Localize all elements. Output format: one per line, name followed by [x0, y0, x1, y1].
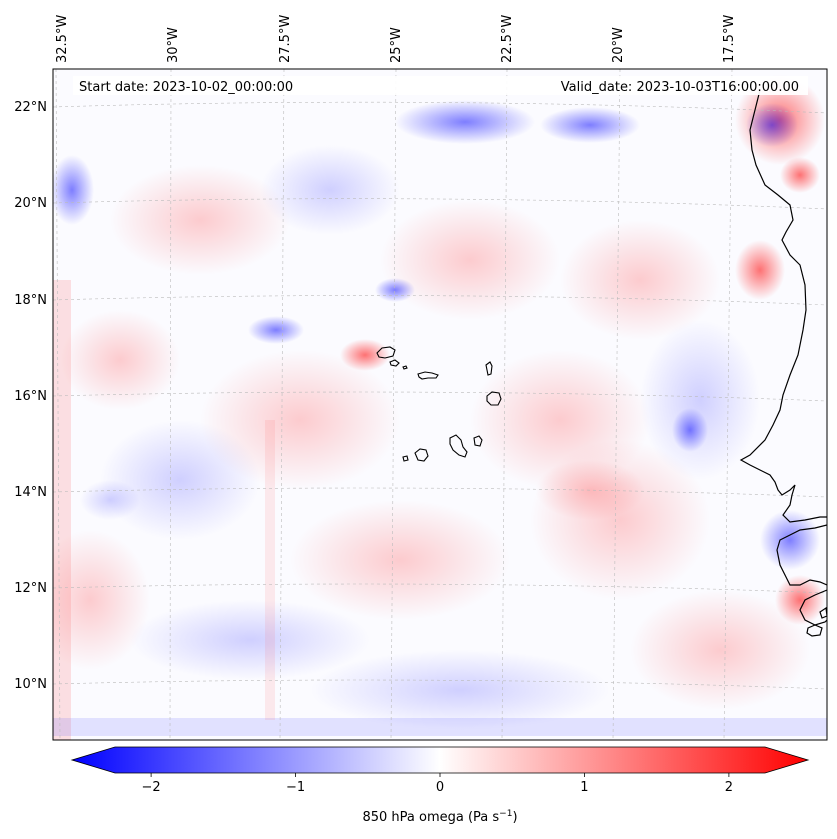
lon-tick-label: 17.5°W: [722, 15, 737, 63]
lon-tick-label: 32.5°W: [55, 15, 70, 63]
gridlines: [53, 69, 827, 740]
gridline-lon: [612, 69, 621, 740]
lon-tick-label: 30°W: [166, 27, 181, 63]
gridline-lat: [53, 583, 827, 594]
colorbar-tick-label: 2: [725, 780, 733, 795]
gridline-lon: [55, 69, 61, 740]
lat-tick-label: 10°N: [14, 677, 47, 692]
gridline-lat: [53, 101, 827, 114]
omega-blob: [340, 339, 390, 371]
omega-blob: [395, 100, 535, 144]
omega-blob: [640, 320, 760, 480]
omega-blob: [780, 157, 820, 193]
omega-blob: [535, 460, 645, 520]
island-boa-vista: [486, 391, 502, 406]
start-date-label: Start date: 2023-10-02_00:00:00: [79, 80, 293, 95]
lon-tick-label: 20°W: [611, 27, 626, 63]
omega-blob: [630, 590, 810, 710]
omega-blob: [746, 103, 798, 147]
omega-blob: [672, 408, 708, 452]
gridline-lon: [169, 69, 172, 740]
coast-bijagos: [806, 624, 823, 637]
colorbar-tick-label: −2: [142, 780, 161, 795]
island-maio: [473, 435, 483, 447]
header-box: [73, 76, 808, 95]
colorbar-label-exp: −1: [499, 809, 512, 819]
omega-blob: [248, 316, 304, 344]
gridline-lon: [279, 69, 285, 740]
omega-blob: [760, 510, 820, 570]
lat-tick-label: 12°N: [14, 581, 47, 596]
gridline-lat: [53, 487, 827, 498]
island-fogo: [414, 448, 429, 462]
island-sal: [485, 361, 493, 376]
lon-tick-label: 27.5°W: [278, 15, 293, 63]
lat-tick-labels: 22°N 20°N 18°N 16°N 14°N 12°N 10°N: [14, 100, 47, 692]
colorbar-body: [70, 746, 810, 774]
omega-blob: [53, 155, 94, 225]
colorbar-label-close: ): [512, 810, 517, 825]
omega-blob: [375, 278, 415, 302]
island-sao-vicente: [389, 359, 400, 367]
colorbar-label: 850 hPa omega (Pa s−1): [362, 809, 517, 825]
boundary-strip-left: [53, 280, 71, 740]
map-panel: Start date: 2023-10-02_00:00:00 Valid_da…: [52, 68, 828, 741]
valid-date-label: Valid_date: 2023-10-03T16:00:00.00: [561, 80, 799, 95]
omega-blob: [380, 200, 560, 320]
colorbar-tick-label: 1: [580, 780, 588, 795]
africa-coastline: [739, 89, 827, 637]
omega-blob: [310, 650, 610, 730]
lon-tick-label: 25°W: [389, 27, 404, 63]
omega-blob: [130, 600, 370, 680]
coast-mauritania-senegal: [739, 89, 827, 523]
lat-tick-label: 14°N: [14, 485, 47, 500]
coast-gambia-casamance: [776, 524, 827, 586]
lat-tick-label: 20°N: [14, 196, 47, 211]
boundary-strip-right-inner: [265, 420, 275, 720]
boundary-strip-bottom: [53, 718, 827, 736]
omega-blob: [80, 480, 140, 520]
omega-blob: [53, 530, 150, 670]
lat-tick-label: 22°N: [14, 100, 47, 115]
omega-blob: [775, 575, 825, 625]
omega-blob: [260, 145, 400, 235]
island-sao-nicolau: [417, 371, 439, 380]
gridline-lon: [501, 69, 508, 740]
coast-bijagos-2: [819, 606, 827, 619]
lat-tick-label: 16°N: [14, 389, 47, 404]
lon-tick-labels: 32.5°W 30°W 27.5°W 25°W 22.5°W 20°W 17.5…: [55, 15, 737, 63]
colorbar-tick-label: −1: [286, 780, 305, 795]
map-frame: [52, 68, 828, 741]
omega-blob: [290, 500, 510, 620]
omega-blob: [110, 165, 290, 275]
gridline-lat: [53, 295, 827, 306]
gridline-lat: [53, 679, 827, 690]
gridline-lon: [390, 69, 397, 740]
island-santa-luzia: [402, 365, 408, 370]
coast-guinea-bissau: [799, 589, 827, 626]
lat-tick-label: 18°N: [14, 293, 47, 308]
gridline-lon: [723, 69, 733, 740]
omega-field: [53, 75, 827, 740]
island-brava: [402, 455, 409, 462]
gridline-lat: [53, 391, 827, 402]
gridline-lat: [53, 198, 827, 210]
island-santo-antao: [376, 346, 396, 359]
cape-verde-islands: [376, 346, 502, 462]
island-santiago: [449, 434, 468, 458]
omega-blob: [100, 420, 260, 540]
omega-blob: [560, 220, 720, 340]
colorbar-tick-label: 0: [436, 780, 444, 795]
omega-blob: [60, 310, 180, 410]
omega-blob: [735, 240, 785, 300]
colorbar-label-main: 850 hPa omega (Pa s: [362, 810, 499, 825]
colorbar-ticks: −2 −1 0 1 2: [142, 773, 733, 795]
omega-blob: [540, 107, 640, 143]
lon-tick-label: 22.5°W: [500, 15, 515, 63]
colorbar: −2 −1 0 1 2 850 hPa omega (Pa s−1): [70, 746, 810, 825]
